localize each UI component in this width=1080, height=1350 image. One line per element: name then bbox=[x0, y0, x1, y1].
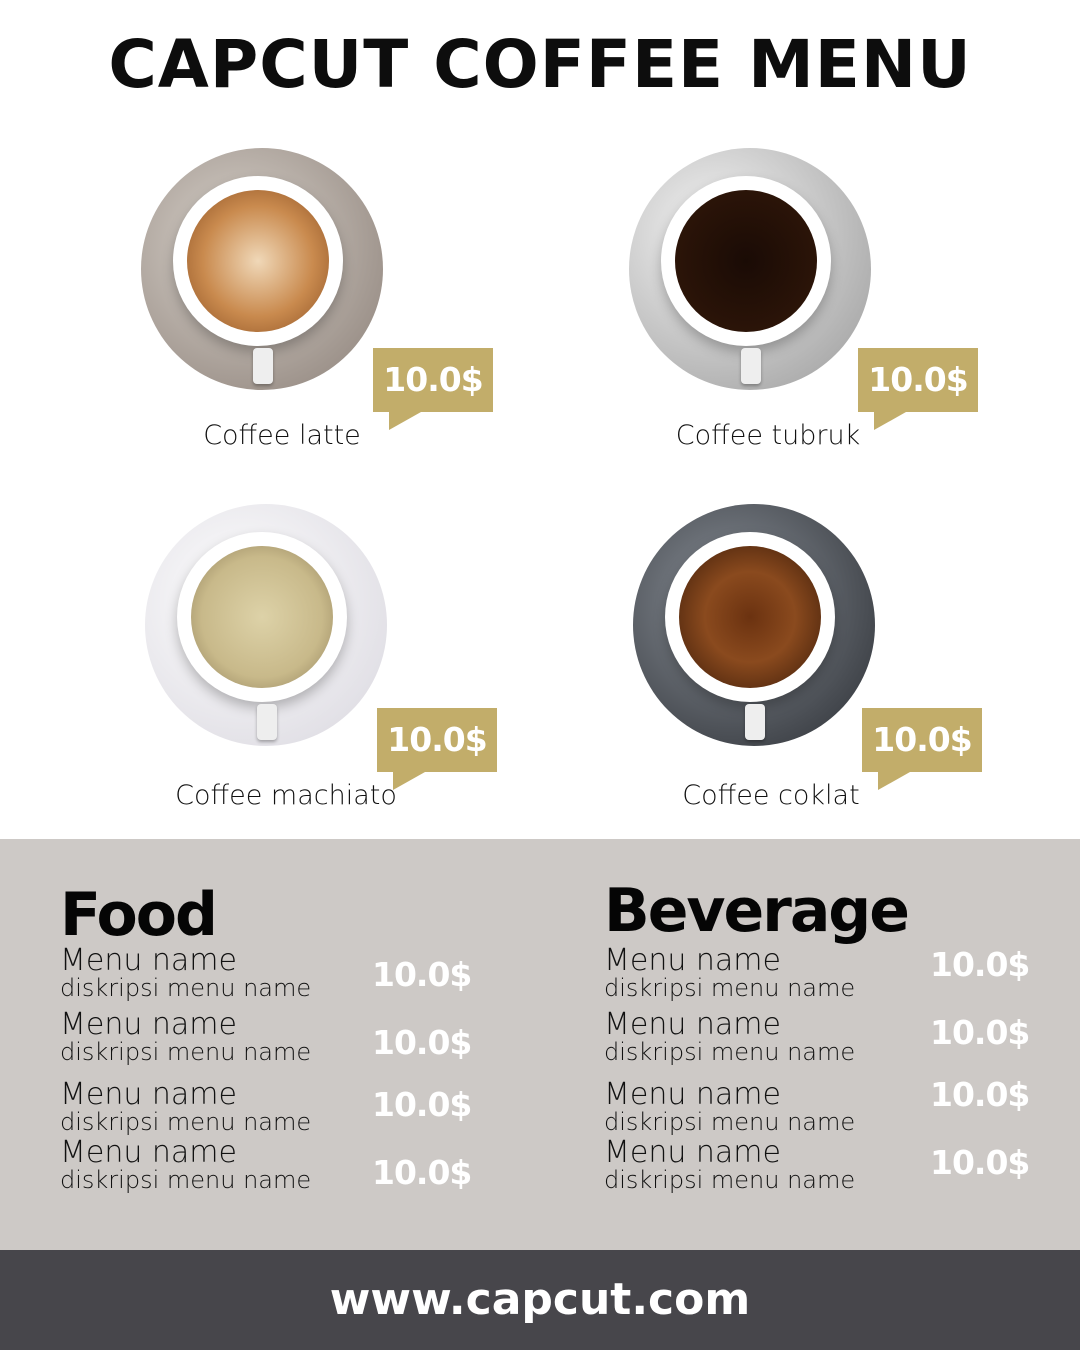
item-name: Menu name bbox=[604, 943, 781, 978]
coffee-machiato-image bbox=[145, 504, 387, 746]
beverage-price: 10.0$ bbox=[930, 1013, 1030, 1052]
item-desc: diskripsi menu name bbox=[604, 1166, 856, 1194]
beverage-price: 10.0$ bbox=[930, 1075, 1030, 1114]
price-tag: 10.0$ bbox=[862, 708, 982, 790]
item-name: Menu name bbox=[604, 1007, 781, 1042]
price-tag: 10.0$ bbox=[858, 348, 978, 430]
page-title: CAPCUT COFFEE MENU bbox=[108, 26, 972, 103]
item-name: Menu name bbox=[60, 943, 237, 978]
beverage-heading: Beverage bbox=[604, 876, 910, 946]
beverage-price: 10.0$ bbox=[930, 945, 1030, 984]
beverage-item: Menu name diskripsi menu name bbox=[604, 1077, 904, 1136]
food-item: Menu name diskripsi menu name bbox=[60, 1007, 360, 1066]
food-item: Menu name diskripsi menu name bbox=[60, 943, 360, 1002]
item-name: Menu name bbox=[604, 1135, 781, 1170]
food-price: 10.0$ bbox=[372, 955, 472, 994]
food-item: Menu name diskripsi menu name bbox=[60, 1135, 360, 1194]
menu-panel bbox=[0, 839, 1080, 1250]
item-name: Menu name bbox=[60, 1007, 237, 1042]
item-desc: diskripsi menu name bbox=[604, 1038, 856, 1066]
coffee-latte-image bbox=[141, 148, 383, 390]
price-tag: 10.0$ bbox=[377, 708, 497, 790]
beverage-item: Menu name diskripsi menu name bbox=[604, 1135, 904, 1194]
footer-website-link[interactable]: www.capcut.com bbox=[0, 1250, 1080, 1350]
coffee-tubruk-image bbox=[629, 148, 871, 390]
item-desc: diskripsi menu name bbox=[604, 974, 856, 1002]
price-tag: 10.0$ bbox=[373, 348, 493, 430]
item-label: Coffee latte bbox=[203, 420, 361, 451]
beverage-price: 10.0$ bbox=[930, 1143, 1030, 1182]
item-desc: diskripsi menu name bbox=[60, 1166, 312, 1194]
item-label: Coffee machiato bbox=[175, 780, 397, 811]
food-price: 10.0$ bbox=[372, 1085, 472, 1124]
item-name: Menu name bbox=[60, 1077, 237, 1112]
beverage-item: Menu name diskripsi menu name bbox=[604, 943, 904, 1002]
coffee-coklat-image bbox=[633, 504, 875, 746]
item-name: Menu name bbox=[60, 1135, 237, 1170]
item-desc: diskripsi menu name bbox=[60, 974, 312, 1002]
item-desc: diskripsi menu name bbox=[60, 1108, 312, 1136]
item-label: Coffee coklat bbox=[682, 780, 860, 811]
food-heading: Food bbox=[60, 880, 218, 950]
item-desc: diskripsi menu name bbox=[60, 1038, 312, 1066]
food-item: Menu name diskripsi menu name bbox=[60, 1077, 360, 1136]
item-label: Coffee tubruk bbox=[675, 420, 861, 451]
food-price: 10.0$ bbox=[372, 1023, 472, 1062]
item-name: Menu name bbox=[604, 1077, 781, 1112]
beverage-item: Menu name diskripsi menu name bbox=[604, 1007, 904, 1066]
item-desc: diskripsi menu name bbox=[604, 1108, 856, 1136]
food-price: 10.0$ bbox=[372, 1153, 472, 1192]
